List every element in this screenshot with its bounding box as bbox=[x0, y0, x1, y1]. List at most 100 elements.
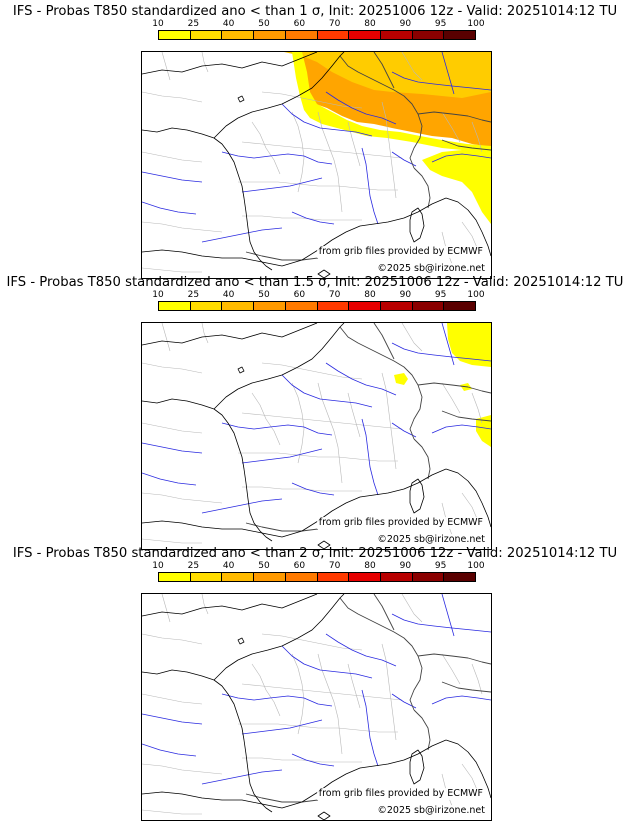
country-border-line bbox=[413, 167, 431, 209]
colorbar-bar bbox=[158, 572, 476, 582]
admin-boundary-line bbox=[401, 52, 423, 81]
country-border-line bbox=[409, 655, 423, 711]
colorbar-swatch bbox=[444, 302, 476, 310]
admin-boundary-line bbox=[461, 492, 479, 522]
colorbar-tick-label: 95 bbox=[434, 19, 447, 29]
admin-boundary-line bbox=[291, 111, 305, 193]
colorbar-swatch bbox=[159, 573, 191, 581]
country-border-line bbox=[373, 323, 395, 360]
river-line bbox=[325, 362, 397, 396]
colorbar-tick-label: 80 bbox=[364, 290, 376, 300]
map-canvas bbox=[142, 323, 491, 549]
colorbar-swatch bbox=[159, 302, 191, 310]
colorbar-tick-label: 60 bbox=[293, 561, 306, 571]
colorbar-swatch bbox=[190, 31, 223, 39]
colorbar-tick-label: 90 bbox=[399, 19, 412, 29]
coastline bbox=[281, 468, 447, 538]
coastline bbox=[409, 478, 425, 514]
coastline bbox=[281, 739, 447, 809]
coastline bbox=[317, 540, 331, 549]
river-line bbox=[391, 613, 491, 633]
forecast-panel-1: IFS - Probas T850 standardized ano < tha… bbox=[0, 3, 630, 279]
river-line bbox=[391, 71, 491, 91]
coastline bbox=[445, 739, 491, 799]
colorbar-swatch bbox=[317, 302, 350, 310]
colorbar-tick-label: 40 bbox=[222, 19, 235, 29]
admin-boundary-line bbox=[142, 693, 203, 705]
river-line bbox=[325, 91, 397, 125]
map-canvas bbox=[142, 594, 491, 820]
admin-boundary-line bbox=[161, 52, 171, 81]
map-frame: from grib files provided by ECMWF ©2025 … bbox=[141, 322, 492, 550]
river-line bbox=[361, 418, 379, 496]
admin-boundary-line bbox=[461, 763, 479, 793]
river-line bbox=[281, 374, 373, 408]
country-border-line bbox=[441, 410, 491, 422]
colorbar-tick-label: 100 bbox=[467, 561, 485, 571]
colorbar-tick-label: 25 bbox=[187, 561, 200, 571]
river-line bbox=[142, 713, 203, 725]
probability-area-north bbox=[292, 52, 491, 150]
colorbar-swatch bbox=[444, 31, 476, 39]
admin-boundary-line bbox=[142, 763, 223, 775]
colorbar-tick-label: 50 bbox=[258, 290, 270, 300]
coastline bbox=[142, 398, 273, 542]
river-line bbox=[281, 103, 373, 137]
admin-boundary-line bbox=[381, 101, 397, 199]
admin-boundary-line bbox=[251, 392, 281, 446]
country-border-line bbox=[441, 681, 491, 693]
admin-boundary-line bbox=[142, 221, 223, 233]
colorbar-swatch bbox=[190, 302, 223, 310]
country-border-line bbox=[245, 522, 319, 532]
river-line bbox=[431, 695, 491, 705]
country-border-line bbox=[417, 653, 491, 665]
admin-boundary-line bbox=[142, 267, 202, 273]
colorbar-tick-label: 90 bbox=[399, 561, 412, 571]
admin-boundary-line bbox=[142, 422, 203, 434]
admin-boundary-line bbox=[242, 215, 362, 221]
admin-boundary-line bbox=[291, 653, 305, 735]
colorbar-tick-label: 70 bbox=[328, 19, 341, 29]
panel-title: IFS - Probas T850 standardized ano < tha… bbox=[12, 4, 618, 19]
river-line bbox=[391, 342, 491, 362]
river-line bbox=[441, 323, 455, 366]
colorbar-tick-label: 25 bbox=[187, 290, 200, 300]
coastline bbox=[142, 249, 283, 267]
colorbar-tick-label: 95 bbox=[434, 561, 447, 571]
river-line bbox=[241, 448, 323, 464]
colorbar-tick-label: 60 bbox=[293, 290, 306, 300]
probability-area-alps bbox=[422, 148, 491, 224]
admin-boundary-line bbox=[251, 663, 281, 717]
country-border-line bbox=[339, 55, 419, 115]
colorbar-swatch bbox=[317, 573, 350, 581]
admin-boundary-line bbox=[461, 221, 479, 251]
river-line bbox=[142, 472, 197, 486]
colorbar-tick-label: 40 bbox=[222, 561, 235, 571]
river-line bbox=[291, 211, 335, 225]
river-line bbox=[142, 743, 197, 757]
probability-area-northeast bbox=[447, 323, 491, 367]
admin-boundary-line bbox=[381, 372, 397, 470]
admin-boundary-line bbox=[471, 663, 483, 695]
colorbar-tick-label: 100 bbox=[467, 290, 485, 300]
admin-boundary-line bbox=[242, 486, 362, 492]
colorbar-swatch bbox=[254, 573, 286, 581]
admin-boundary-line bbox=[317, 653, 343, 755]
colorbar-ticks: 10 25 40 50 60 70 80 90 95 100 bbox=[152, 290, 484, 301]
probability-area-vosges bbox=[394, 373, 408, 385]
admin-boundary-line bbox=[381, 643, 397, 741]
colorbar-tick-label: 80 bbox=[364, 19, 376, 29]
copyright-credit: ©2025 sb@irizone.net bbox=[375, 534, 487, 546]
coastline bbox=[142, 791, 283, 809]
river-line bbox=[221, 151, 333, 165]
coastline bbox=[142, 52, 318, 75]
colorbar-tick-label: 50 bbox=[258, 561, 270, 571]
colorbar-swatch bbox=[222, 302, 255, 310]
colorbar-swatch bbox=[254, 31, 286, 39]
river-line bbox=[291, 482, 335, 496]
colorbar-ticks: 10 25 40 50 60 70 80 90 95 100 bbox=[152, 561, 484, 572]
admin-boundary-line bbox=[401, 594, 423, 623]
country-border-line bbox=[373, 52, 395, 89]
probability-colorbar: 10 25 40 50 60 70 80 90 95 100 bbox=[152, 290, 485, 318]
colorbar-tick-label: 60 bbox=[293, 19, 306, 29]
